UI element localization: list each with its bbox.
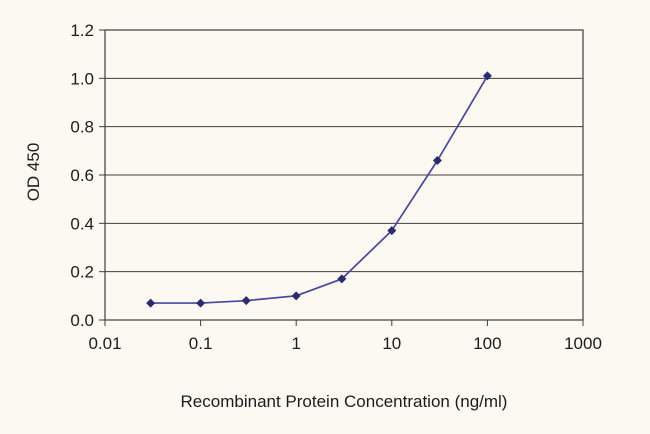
data-point-marker [432, 156, 442, 165]
data-point-marker [241, 296, 251, 306]
y-tick-label: 1.2 [70, 21, 94, 40]
series-line [150, 75, 489, 304]
data-point-marker [196, 298, 206, 308]
data-point-marker [387, 226, 397, 236]
x-tick-label: 100 [473, 334, 501, 353]
x-tick-label: 1000 [564, 334, 602, 353]
y-tick-label: 1.0 [70, 69, 94, 88]
plot-border [104, 29, 584, 321]
y-tick-label: 0.0 [70, 311, 94, 330]
x-tick-label: 0.1 [189, 334, 213, 353]
x-tick-label: 10 [382, 334, 401, 353]
x-tick-label: 1 [291, 334, 300, 353]
data-point-marker [482, 71, 492, 81]
x-axis-label: Recombinant Protein Concentration (ng/ml… [180, 392, 508, 411]
x-tick-label: 0.01 [88, 334, 121, 353]
y-tick-label: 0.6 [70, 166, 94, 185]
y-tick-label: 0.8 [70, 118, 94, 137]
data-point-marker [291, 291, 301, 301]
y-tick-label: 0.4 [70, 214, 94, 233]
y-axis-label: OD 450 [24, 142, 43, 202]
y-tick-label: 0.2 [70, 263, 94, 282]
data-point-marker [146, 298, 156, 308]
data-point-marker [337, 274, 347, 284]
